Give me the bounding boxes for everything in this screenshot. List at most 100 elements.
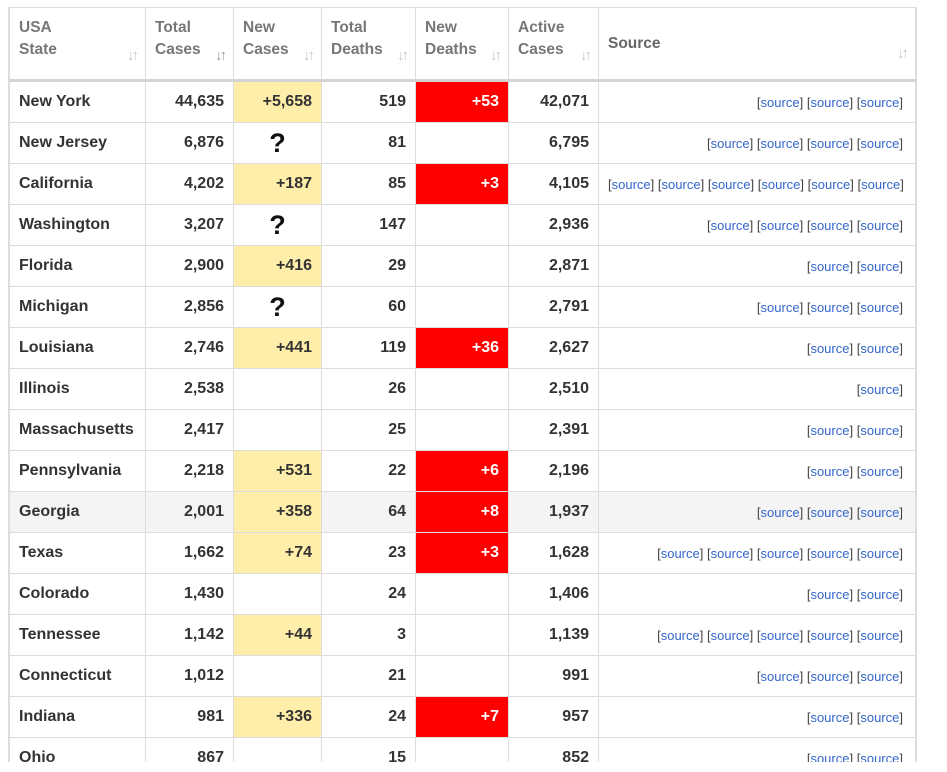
source-link[interactable]: source — [860, 340, 900, 356]
source-link[interactable]: source — [860, 258, 900, 274]
source-link[interactable]: source — [710, 627, 750, 643]
sort-icon[interactable]: ↓↑ — [127, 47, 139, 64]
source-ref: [source] — [756, 94, 804, 110]
source-link[interactable]: source — [811, 176, 851, 192]
sort-icon[interactable]: ↓↑ — [897, 45, 909, 62]
new-deaths-cell — [415, 368, 509, 410]
new-cases-cell: ? — [233, 286, 322, 328]
header-total-deaths[interactable]: Total Deaths ↓↑ — [321, 7, 416, 82]
source-link[interactable]: source — [760, 668, 800, 684]
sort-icon[interactable]: ↓↑ — [490, 47, 502, 64]
source-link[interactable]: source — [710, 545, 750, 561]
table-body: New York 44,635 +5,658 519 +53 42,071 [source]… — [9, 80, 916, 763]
sources-cell: [source] [source] [source] — [598, 655, 916, 697]
new-cases-cell: +441 — [233, 327, 322, 369]
state-cell: Tennessee — [9, 614, 146, 656]
source-link[interactable]: source — [760, 627, 800, 643]
source-link[interactable]: source — [810, 504, 850, 520]
header-new-deaths[interactable]: New Deaths ↓↑ — [415, 7, 509, 82]
new-cases-cell — [233, 573, 322, 615]
source-link[interactable]: source — [760, 135, 800, 151]
source-ref: [source] — [756, 668, 804, 684]
state-cell: Colorado — [9, 573, 146, 615]
source-link[interactable]: source — [810, 258, 850, 274]
header-label: Source — [608, 34, 661, 52]
new-deaths-cell — [415, 655, 509, 697]
total-deaths-cell: 15 — [321, 737, 416, 762]
source-ref: [source] — [657, 176, 705, 192]
table-row: Colorado 1,430 24 1,406 [source] [source] — [9, 573, 916, 615]
source-ref: [source] — [756, 135, 804, 151]
source-link[interactable]: source — [860, 217, 900, 233]
source-link[interactable]: source — [860, 627, 900, 643]
source-ref: [source] — [807, 751, 853, 763]
source-ref: [source] — [757, 176, 804, 192]
source-ref: [source] — [806, 340, 854, 356]
total-cases-cell: 1,142 — [145, 614, 234, 656]
source-link[interactable]: source — [760, 299, 800, 315]
source-link[interactable]: source — [860, 422, 900, 438]
source-link[interactable]: source — [810, 217, 850, 233]
source-ref: [source] — [856, 217, 903, 233]
sort-icon[interactable]: ↓↑ — [303, 47, 315, 64]
source-link[interactable]: source — [710, 135, 750, 151]
source-link[interactable]: source — [860, 94, 900, 110]
source-link[interactable]: source — [810, 627, 850, 643]
source-link[interactable]: source — [860, 504, 900, 520]
source-link[interactable]: source — [861, 176, 901, 192]
total-cases-cell: 2,900 — [145, 245, 234, 287]
source-link[interactable]: source — [810, 299, 850, 315]
new-deaths-cell: +7 — [415, 696, 509, 738]
source-ref: [source] — [806, 627, 854, 643]
source-link[interactable]: source — [660, 627, 700, 643]
source-link[interactable]: source — [660, 545, 700, 561]
sort-icon[interactable]: ↓↑ — [580, 47, 592, 64]
source-link[interactable]: source — [860, 709, 900, 725]
header-new-cases[interactable]: New Cases ↓↑ — [233, 7, 322, 82]
source-link[interactable]: source — [860, 586, 900, 602]
sort-icon[interactable]: ↓↑ — [397, 47, 409, 64]
source-link[interactable]: source — [661, 176, 701, 192]
source-link[interactable]: source — [810, 422, 850, 438]
source-link[interactable]: source — [761, 176, 801, 192]
source-link[interactable]: source — [860, 135, 900, 151]
source-link[interactable]: source — [810, 94, 850, 110]
total-deaths-cell: 3 — [321, 614, 416, 656]
source-link[interactable]: source — [810, 586, 850, 602]
source-link[interactable]: source — [711, 176, 751, 192]
source-link[interactable]: source — [810, 463, 850, 479]
source-link[interactable]: source — [810, 668, 850, 684]
source-ref: [source] — [657, 545, 704, 561]
header-label: Active — [518, 19, 565, 36]
sort-desc-icon[interactable]: ↓↑ — [215, 47, 227, 64]
source-link[interactable]: source — [760, 545, 800, 561]
source-link[interactable]: source — [760, 217, 800, 233]
source-link[interactable]: source — [810, 750, 850, 763]
sources-cell: [source] [source] [source] [source] — [598, 122, 916, 164]
source-link[interactable]: source — [810, 709, 850, 725]
header-source[interactable]: Source ↓↑ — [598, 7, 916, 82]
new-deaths-cell — [415, 204, 509, 246]
header-active-cases[interactable]: Active Cases ↓↑ — [508, 7, 599, 82]
covid-usa-table-container: USA State ↓↑ Total Cases ↓↑ New Cases ↓↑… — [8, 7, 917, 762]
source-link[interactable]: source — [860, 463, 900, 479]
source-link[interactable]: source — [860, 545, 900, 561]
source-link[interactable]: source — [860, 668, 900, 684]
source-link[interactable]: source — [860, 381, 900, 397]
total-cases-cell: 3,207 — [145, 204, 234, 246]
source-ref: [source] — [856, 94, 903, 110]
source-link[interactable]: source — [810, 545, 850, 561]
source-link[interactable]: source — [860, 299, 900, 315]
source-link[interactable]: source — [760, 94, 800, 110]
source-link[interactable]: source — [810, 135, 850, 151]
source-link[interactable]: source — [710, 217, 750, 233]
source-link[interactable]: source — [810, 340, 850, 356]
source-ref: [source] — [806, 463, 854, 479]
source-link[interactable]: source — [860, 750, 900, 763]
source-link[interactable]: source — [611, 176, 651, 192]
source-link[interactable]: source — [760, 504, 800, 520]
header-usa-state[interactable]: USA State ↓↑ — [9, 7, 146, 82]
header-total-cases[interactable]: Total Cases ↓↑ — [145, 7, 234, 82]
header-label: Deaths — [331, 41, 383, 58]
new-deaths-cell: +53 — [415, 80, 509, 123]
